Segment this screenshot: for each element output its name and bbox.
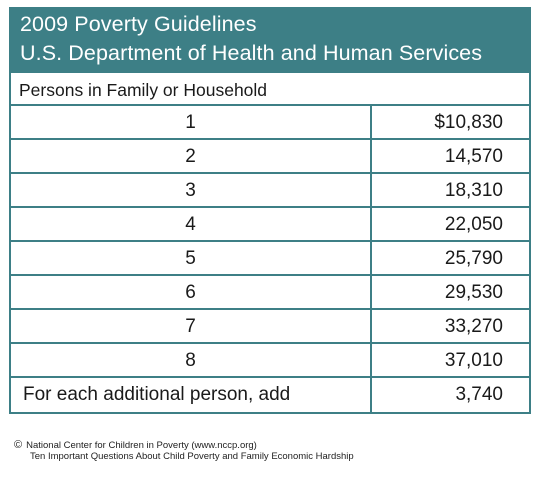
persons-cell: 4 [11, 208, 372, 240]
amount-cell: 3,740 [455, 384, 503, 405]
guidelines-table: Persons in Family or Household 1 $10,830… [9, 71, 531, 414]
title-line-1: 2009 Poverty Guidelines [20, 12, 257, 36]
persons-cell: 7 [11, 310, 372, 342]
footer-line-2: Ten Important Questions About Child Pove… [30, 451, 354, 462]
amount-cell: 14,570 [444, 146, 503, 167]
table-row: 2 14,570 [11, 140, 529, 174]
amount-cell: 37,010 [444, 350, 503, 371]
amount-cell: 33,270 [444, 316, 503, 337]
amount-cell: 25,790 [444, 248, 503, 269]
persons-cell: 8 [11, 344, 372, 376]
persons-cell: 1 [11, 106, 372, 138]
amount-cell: 18,310 [444, 180, 503, 201]
table-row: 5 25,790 [11, 242, 529, 276]
table-row: 1 $10,830 [11, 106, 529, 140]
footer-line-1: © National Center for Children in Poverty… [14, 439, 354, 452]
copyright-icon: © [14, 439, 23, 451]
table-row: 6 29,530 [11, 276, 529, 310]
source-footer: © National Center for Children in Poverty… [14, 439, 354, 463]
persons-cell: 5 [11, 242, 372, 274]
title-line-2: U.S. Department of Health and Human Serv… [20, 41, 483, 65]
footer-source: National Center for Children in Poverty … [26, 440, 257, 451]
table-row: 8 37,010 [11, 344, 529, 378]
amount-cell: 22,050 [444, 214, 503, 235]
table-row: 7 33,270 [11, 310, 529, 344]
amount-cell: $10,830 [434, 112, 503, 133]
column-header: Persons in Family or Household [11, 73, 529, 106]
table-row-additional: For each additional person, add 3,740 [11, 378, 529, 412]
table-row: 3 18,310 [11, 174, 529, 208]
persons-cell: For each additional person, add [11, 378, 372, 412]
persons-cell: 3 [11, 174, 372, 206]
title-banner: 2009 Poverty Guidelines U.S. Department … [9, 7, 531, 71]
persons-cell: 6 [11, 276, 372, 308]
table-row: 4 22,050 [11, 208, 529, 242]
amount-cell: 29,530 [444, 282, 503, 303]
persons-cell: 2 [11, 140, 372, 172]
